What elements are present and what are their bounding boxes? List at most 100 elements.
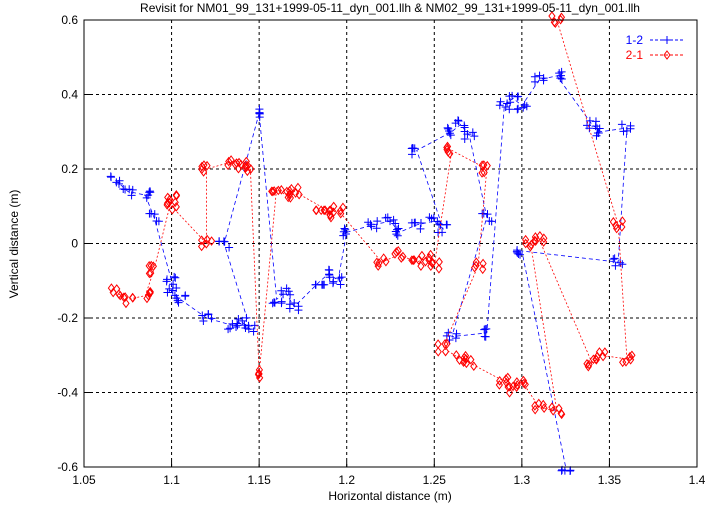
data-point xyxy=(584,361,592,372)
data-point xyxy=(557,67,566,76)
data-point xyxy=(366,220,375,229)
data-point xyxy=(170,272,179,281)
data-point xyxy=(254,369,263,380)
data-point xyxy=(485,216,494,225)
data-point xyxy=(583,358,591,369)
data-point xyxy=(341,225,350,234)
series-1-2 xyxy=(106,67,635,475)
data-point xyxy=(329,207,338,218)
data-point xyxy=(114,179,123,188)
data-point xyxy=(585,124,594,133)
data-point xyxy=(373,257,381,268)
data-point xyxy=(470,361,478,372)
data-point xyxy=(249,327,258,336)
data-point xyxy=(626,351,634,362)
data-point xyxy=(127,191,136,200)
data-point xyxy=(335,274,344,283)
data-point xyxy=(452,329,461,338)
data-point xyxy=(443,123,452,132)
data-point xyxy=(480,332,489,341)
data-point xyxy=(617,120,626,129)
data-point xyxy=(146,188,155,197)
data-point xyxy=(468,128,477,137)
data-point xyxy=(495,380,503,390)
data-point xyxy=(441,346,450,357)
data-point xyxy=(451,334,460,343)
data-point xyxy=(535,398,543,409)
data-point xyxy=(452,350,460,360)
data-point xyxy=(122,298,130,309)
data-point xyxy=(505,105,514,114)
data-point xyxy=(628,350,636,361)
data-point xyxy=(199,316,208,325)
y-tick-label: -0.6 xyxy=(57,460,78,474)
data-point xyxy=(454,117,463,126)
data-point xyxy=(592,354,600,365)
data-point xyxy=(592,131,601,140)
data-point xyxy=(255,109,264,118)
data-point xyxy=(601,347,609,357)
data-point xyxy=(535,71,544,80)
data-point xyxy=(557,12,566,23)
data-point xyxy=(593,124,602,133)
legend-label: 1-2 xyxy=(626,33,644,47)
data-point xyxy=(550,17,558,28)
data-point xyxy=(367,222,376,231)
data-point xyxy=(556,14,565,25)
data-point xyxy=(163,288,172,297)
data-point xyxy=(339,231,348,240)
data-point xyxy=(197,241,206,252)
y-tick-label: 0.6 xyxy=(61,13,78,27)
data-point xyxy=(539,399,547,410)
data-point xyxy=(446,131,455,140)
data-point xyxy=(585,359,593,370)
data-point xyxy=(198,235,206,245)
data-point xyxy=(173,296,182,305)
data-point xyxy=(242,160,250,171)
data-point xyxy=(277,286,286,295)
x-tick-label: 1.2 xyxy=(338,473,355,487)
data-point xyxy=(320,205,328,216)
data-point xyxy=(425,252,433,263)
data-point xyxy=(421,256,430,267)
data-point xyxy=(340,224,349,233)
data-point xyxy=(225,156,233,167)
series-line xyxy=(115,19,628,412)
data-point xyxy=(460,134,469,143)
data-point xyxy=(566,466,575,475)
data-point xyxy=(521,234,530,245)
data-point xyxy=(425,213,434,222)
data-point xyxy=(129,293,137,303)
data-point xyxy=(325,273,334,282)
data-point xyxy=(479,258,487,269)
data-point xyxy=(113,284,121,294)
data-point xyxy=(619,357,627,368)
data-point xyxy=(203,234,211,245)
data-point xyxy=(522,238,530,249)
data-point xyxy=(279,290,288,299)
data-point xyxy=(479,264,487,275)
chart-title: Revisit for NM01_99_131+1999-05-11_dyn_0… xyxy=(140,1,640,15)
data-point xyxy=(277,297,286,306)
data-point xyxy=(434,346,442,357)
data-point xyxy=(441,339,449,349)
data-point xyxy=(145,268,154,279)
legend: 1-22-1 xyxy=(626,33,684,62)
data-point xyxy=(382,256,390,267)
legend-marker xyxy=(663,50,671,60)
data-point xyxy=(215,237,224,246)
data-point xyxy=(393,231,402,240)
data-point xyxy=(294,306,303,315)
data-point xyxy=(462,358,471,369)
data-point xyxy=(166,194,174,205)
data-point xyxy=(290,298,299,307)
data-point xyxy=(389,215,398,224)
data-point xyxy=(277,185,285,195)
plot-border xyxy=(83,19,698,468)
x-tick-label: 1.15 xyxy=(247,473,271,487)
y-tick-label: -0.2 xyxy=(57,311,78,325)
data-point xyxy=(443,141,452,152)
data-point xyxy=(171,273,180,282)
data-point xyxy=(470,132,479,141)
y-tick-label: 0.2 xyxy=(61,162,78,176)
